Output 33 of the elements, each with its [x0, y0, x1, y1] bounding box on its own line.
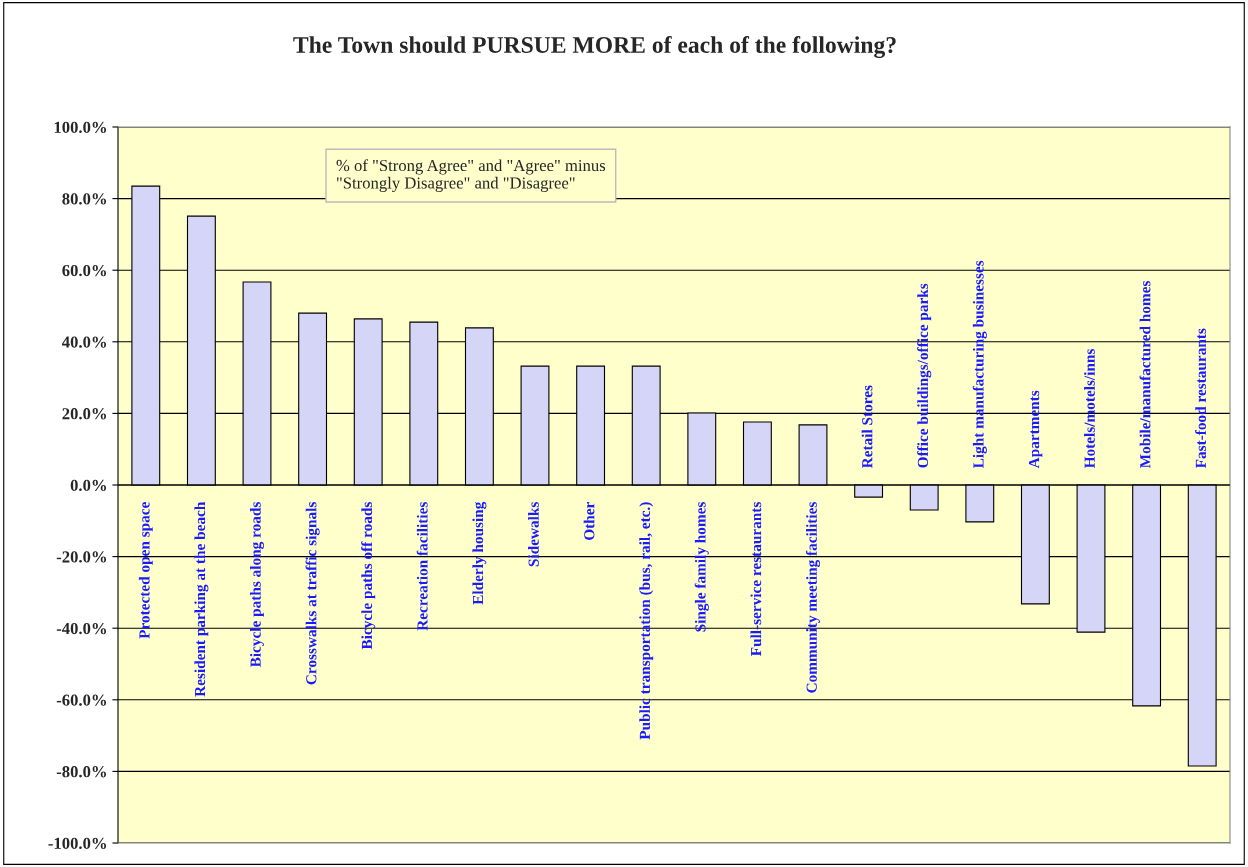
y-tick-label: -80.0%: [56, 766, 107, 778]
y-tick-label: 20.0%: [62, 408, 107, 420]
y-tick-label: -100.0%: [48, 837, 107, 850]
x-tick-label: Resident parking at the beach: [194, 501, 209, 697]
y-tick-label: -40.0%: [56, 622, 107, 635]
y-tick-label: 0.0%: [70, 479, 107, 492]
x-tick-label: Recreation facilities: [416, 502, 428, 631]
x-tick-label: Hotels/motels/inns: [1084, 349, 1095, 469]
chart-title: The Town should PURSUE MORE of each of the following?: [293, 36, 896, 58]
x-tick-label: Bicycle paths along roads: [250, 502, 264, 668]
x-tick-label: Other: [583, 502, 595, 540]
x-tick-label: Protected open space: [138, 502, 153, 639]
y-tick-label: 40.0%: [61, 336, 107, 348]
x-tick-label: Crosswalks at traffic signals: [305, 502, 320, 685]
x-tick-label: Light manufacturing businesses: [972, 260, 987, 469]
x-tick-label: Apartments: [1028, 390, 1043, 469]
x-tick-label: Mobile/manufactured homes: [1139, 280, 1151, 469]
x-tick-label: Bicycle paths off roads: [361, 502, 376, 650]
y-tick-label: -60.0%: [56, 694, 107, 706]
x-tick-label: Community meeting facilities: [805, 502, 821, 693]
x-tick-label: Sidewalks: [528, 502, 539, 567]
x-tick-label: Elderly housing: [472, 501, 487, 605]
x-tick-label: Single family homes: [694, 502, 709, 632]
y-tick-label: 60.0%: [62, 264, 107, 277]
x-tick-label: Public transportation (bus, rail, etc.): [639, 502, 654, 740]
x-tick-label: Office buildings/office parks: [917, 283, 932, 468]
x-tick-label: Full-service restaurants: [750, 502, 762, 656]
y-tick-label: 100.0%: [54, 121, 107, 134]
x-tick-label: Fast-food restaurants: [1195, 328, 1207, 469]
x-tick-label: Retail Stores: [861, 385, 873, 469]
annotation: % of "Strong Agree" and "Agree" minus "Strongly Disagree" and "Disagree": [336, 159, 606, 193]
y-tick-label: 80.0%: [62, 193, 107, 205]
y-tick-label: -20.0%: [56, 551, 107, 563]
